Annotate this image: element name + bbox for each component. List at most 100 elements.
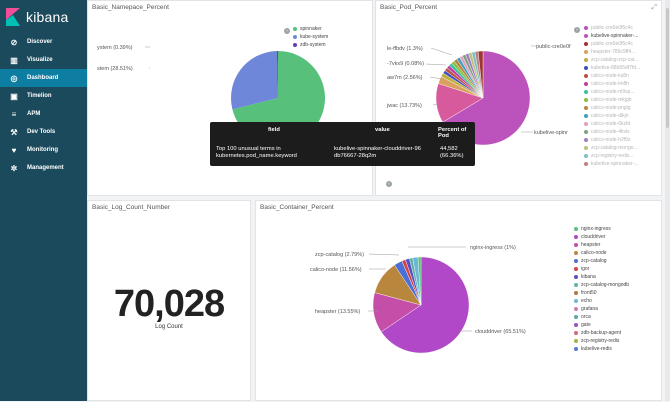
legend-item[interactable]: heapster: [574, 241, 629, 249]
legend-item[interactable]: heapster-789c9ff4...: [584, 48, 640, 56]
legend-dot-icon: [574, 227, 578, 231]
legend-label: public-cre0e0f6c4c: [591, 25, 633, 31]
scrollbar[interactable]: [665, 0, 670, 401]
legend-toggle-icon[interactable]: ›: [574, 27, 580, 33]
legend-item[interactable]: kubelive-spinnaker-...: [584, 160, 640, 168]
apm-icon: ≡: [11, 109, 17, 119]
collapse-icon[interactable]: ‹: [386, 181, 392, 187]
legend-item[interactable]: kube-system: [293, 33, 328, 41]
legend-item[interactable]: zcp-catalog-mongodb: [574, 281, 629, 289]
legend-item[interactable]: calico-node: [574, 249, 629, 257]
legend-item[interactable]: zcp-catalog-zcp-cat...: [584, 56, 640, 64]
legend-item[interactable]: calico-node-mkjgb: [584, 96, 640, 104]
legend-item[interactable]: zcp-catalog-mongo...: [584, 144, 640, 152]
legend-item[interactable]: calico-node-6kzbt: [584, 120, 640, 128]
legend-label: clouddriver: [581, 234, 606, 240]
tooltip-value: kubelive-spinnaker-clouddriver-96 db7666…: [334, 146, 421, 159]
slice-label: stem (28.51%): [97, 66, 133, 72]
legend-item[interactable]: spinnaker: [293, 25, 328, 33]
legend-item[interactable]: calico-node-h2f9x: [584, 136, 640, 144]
legend-dot-icon: [574, 267, 578, 271]
wrench-icon: ⚒: [10, 127, 18, 137]
legend-item[interactable]: zcp-registry-redis: [574, 337, 629, 345]
legend-item[interactable]: zdb-system: [293, 41, 328, 49]
legend-item[interactable]: kubelive-redis: [574, 345, 629, 353]
legend-item[interactable]: kubelive-88b55df7fd...: [584, 64, 640, 72]
legend-item[interactable]: public-cre0e0f6c4c: [584, 24, 640, 32]
kibana-logo[interactable]: kibana: [6, 6, 68, 28]
sidebar-item-management[interactable]: ✲ Management: [0, 159, 87, 177]
legend-item[interactable]: calico-node-m9sp...: [584, 88, 640, 96]
pie-slice-spinnaker[interactable]: [232, 51, 326, 145]
legend-item[interactable]: gate: [574, 321, 629, 329]
legend-dot-icon: [574, 299, 578, 303]
legend-label: calico-node-pnglg: [591, 105, 631, 111]
sidebar-item-label: Visualize: [27, 57, 53, 63]
container-pie-chart: nginx-ingress (1%) zcp-catalog (2.79%) c…: [310, 245, 526, 354]
pie-slice[interactable]: [477, 50, 484, 99]
legend-item[interactable]: orca: [574, 313, 629, 321]
legend-label: zdb-backup-agent: [581, 330, 622, 336]
slice-label: le-ffbdv (1.3%): [387, 46, 423, 52]
legend-item[interactable]: calico-node-pnglg: [584, 104, 640, 112]
legend-item[interactable]: zcp-registry-redis...: [584, 152, 640, 160]
pie-slice-zdb-system[interactable]: [276, 50, 278, 98]
legend-dot-icon: [584, 34, 588, 38]
legend-item[interactable]: front50: [574, 289, 629, 297]
legend-dot-icon: [574, 339, 578, 343]
sidebar-item-timelion[interactable]: ▣ Timelion: [0, 87, 87, 105]
slice-label: kubelive-spinr: [534, 130, 568, 136]
tooltip-field: Top 100 unusual terms in kubernetes.pod_…: [216, 146, 297, 159]
sidebar-item-label: APM: [27, 111, 41, 117]
sidebar-item-apm[interactable]: ≡ APM: [0, 105, 87, 123]
slice-label: public-cre0e0f: [536, 44, 571, 50]
legend-label: calico-node-ks8n: [591, 73, 629, 79]
sidebar-item-label: Dashboard: [27, 75, 59, 81]
leader-line: [425, 63, 447, 66]
legend-item[interactable]: clouddriver: [574, 233, 629, 241]
legend-item[interactable]: zdb-backup-agent: [574, 329, 629, 337]
legend-item[interactable]: calico-node-4kvlx: [584, 128, 640, 136]
legend-item[interactable]: calico-node-lm8h: [584, 80, 640, 88]
pie-tooltip: field value Percent of Pod Top 100 unusu…: [210, 122, 475, 166]
legend-item[interactable]: calico-node-ks8n: [584, 72, 640, 80]
pie-slice[interactable]: [380, 256, 470, 354]
legend-item[interactable]: public-cre0e0f6c4c: [584, 40, 640, 48]
sidebar-item-dev-tools[interactable]: ⚒ Dev Tools: [0, 123, 87, 141]
legend-dot-icon: [584, 42, 588, 46]
sidebar-item-label: Discover: [27, 39, 53, 45]
legend-item[interactable]: zcp-catalog: [574, 257, 629, 265]
legend-item[interactable]: echo: [574, 297, 629, 305]
legend-label: calico-node-6kzbt: [591, 121, 631, 127]
slice-label: calico-node (11.56%): [310, 267, 362, 273]
legend-item[interactable]: igor: [574, 265, 629, 273]
heart-icon: ♥: [11, 145, 17, 155]
legend-toggle-icon[interactable]: ›: [284, 28, 290, 34]
legend-dot-icon: [574, 323, 578, 327]
sidebar-item-discover[interactable]: ⊘ Discover: [0, 33, 87, 51]
expand-icon[interactable]: ⤢: [651, 4, 657, 11]
app-name: kibana: [26, 9, 69, 25]
scrollbar-thumb[interactable]: [666, 8, 669, 128]
pie-slice[interactable]: [417, 256, 422, 306]
legend-label: heapster-789c9ff4...: [591, 49, 636, 55]
log-count-panel: Basic_Log_Count_Number 70,028 Log Count: [87, 200, 251, 401]
legend-label: echo: [581, 298, 592, 304]
legend-label: public-cre0e0f6c4c: [591, 41, 633, 47]
legend-label: calico-node-lm8h: [591, 81, 630, 87]
legend-item[interactable]: calico-node-dlkjn: [584, 112, 640, 120]
legend-label: kubelive-88b55df7fd...: [591, 65, 641, 71]
tooltip-header-percent: Percent of Pod: [438, 127, 467, 139]
legend-item[interactable]: kubelive-spinnaker-...: [584, 32, 640, 40]
pie-slice-kube-system[interactable]: [231, 51, 278, 110]
sidebar-item-visualize[interactable]: ▥ Visualize: [0, 51, 87, 69]
legend-label: calico-node: [581, 250, 607, 256]
legend-item[interactable]: grafana: [574, 305, 629, 313]
sidebar-item-label: Timelion: [27, 93, 52, 99]
namespace-panel: Basic_Namepace_Percent ystem (0.39%) ste…: [87, 0, 373, 196]
sidebar-item-monitoring[interactable]: ♥ Monitoring: [0, 141, 87, 159]
sidebar-item-dashboard[interactable]: ◎ Dashboard: [0, 69, 87, 87]
slice-label: ystem (0.39%): [97, 45, 133, 51]
legend-item[interactable]: nginx-ingress: [574, 225, 629, 233]
legend-item[interactable]: kibana: [574, 273, 629, 281]
